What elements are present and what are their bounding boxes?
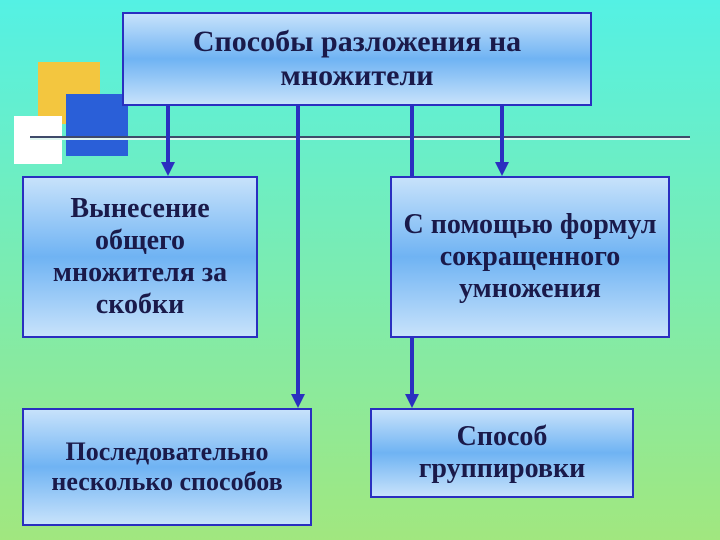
decor-square-blue (66, 94, 128, 156)
decor-square-white (14, 116, 62, 164)
node-n2-label: С помощью формул сокращенного умножения (400, 209, 660, 306)
node-n4-label: Способ группировки (380, 421, 624, 485)
node-n4: Способ группировки (370, 408, 634, 498)
node-n3-label: Последовательно несколько способов (32, 437, 302, 497)
divider-line (30, 136, 690, 140)
node-root-label: Способы разложения на множители (132, 25, 582, 94)
node-root: Способы разложения на множители (122, 12, 592, 106)
node-n1: Вынесение общего множителя за скобки (22, 176, 258, 338)
node-n2: С помощью формул сокращенного умножения (390, 176, 670, 338)
node-n1-label: Вынесение общего множителя за скобки (32, 193, 248, 322)
node-n3: Последовательно несколько способов (22, 408, 312, 526)
